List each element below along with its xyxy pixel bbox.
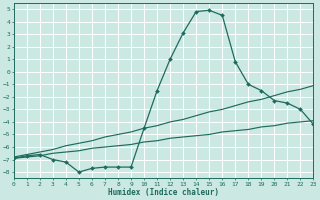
X-axis label: Humidex (Indice chaleur): Humidex (Indice chaleur) (108, 188, 219, 197)
